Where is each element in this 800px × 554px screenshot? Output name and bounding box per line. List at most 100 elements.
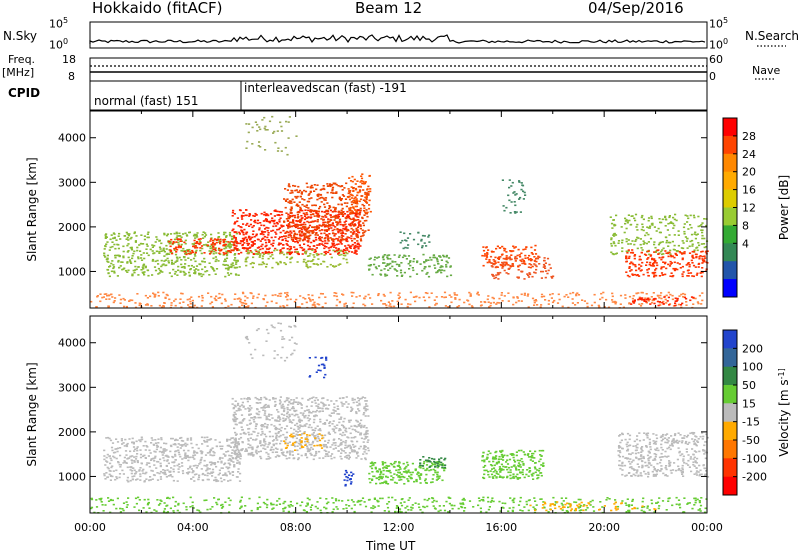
data-cell (356, 452, 359, 455)
data-cell (233, 244, 236, 247)
data-cell (697, 215, 700, 218)
data-cell (384, 273, 387, 276)
data-cell (316, 399, 319, 401)
data-cell (660, 267, 663, 270)
data-cell (254, 253, 258, 255)
data-cell (130, 248, 134, 251)
data-cell (171, 252, 174, 255)
data-cell (221, 457, 224, 459)
data-cell (113, 270, 116, 273)
data-cell (239, 455, 242, 457)
data-cell (146, 233, 149, 235)
data-cell (323, 444, 326, 446)
data-cell (208, 451, 211, 454)
data-cell (273, 439, 276, 441)
data-cell (647, 217, 651, 219)
data-cell (234, 416, 237, 419)
data-cell (301, 239, 304, 242)
data-cell (327, 404, 331, 406)
data-cell (313, 215, 316, 217)
data-cell (301, 209, 304, 212)
data-cell (343, 305, 346, 307)
data-cell (246, 252, 249, 255)
data-cell (234, 241, 237, 244)
data-cell (355, 188, 358, 191)
data-cell (107, 294, 110, 297)
data-cell (380, 299, 383, 302)
data-cell (350, 475, 353, 477)
data-cell (212, 257, 215, 260)
data-cell (291, 413, 294, 416)
data-cell (188, 274, 191, 277)
data-cell (383, 466, 386, 468)
data-cell (247, 242, 250, 245)
data-cell (297, 401, 300, 404)
data-cell (104, 234, 107, 236)
data-cell (280, 125, 283, 128)
data-cell (386, 264, 389, 267)
data-cell (146, 303, 149, 305)
data-cell (694, 266, 697, 268)
data-cell (360, 437, 363, 440)
data-cell (375, 482, 378, 485)
data-cell (300, 247, 304, 249)
data-cell (635, 238, 638, 241)
data-cell (292, 407, 295, 410)
data-cell (368, 199, 371, 202)
data-cell (167, 260, 170, 262)
data-cell (705, 224, 708, 227)
data-cell (284, 418, 287, 420)
data-cell (347, 192, 350, 195)
data-cell (683, 230, 686, 233)
data-cell (329, 415, 332, 417)
data-cell (227, 241, 230, 243)
data-cell (497, 256, 501, 258)
data-cell (445, 264, 448, 266)
data-cell (543, 257, 546, 259)
data-cell (631, 262, 634, 265)
data-cell (202, 231, 205, 233)
data-cell (653, 275, 656, 278)
data-cell (224, 455, 227, 457)
data-cell (645, 254, 648, 256)
data-cell (234, 257, 237, 259)
data-cell (362, 222, 365, 224)
data-cell (332, 428, 336, 431)
data-cell (184, 457, 187, 459)
data-cell (275, 437, 278, 439)
data-cell (648, 253, 651, 256)
data-cell (286, 304, 289, 307)
data-cell (171, 475, 174, 478)
data-cell (331, 444, 334, 446)
data-cell (162, 249, 165, 251)
data-cell (235, 445, 239, 447)
data-cell (691, 250, 694, 253)
data-cell (542, 266, 545, 268)
data-cell (210, 471, 213, 474)
data-cell (200, 458, 203, 461)
data-cell (341, 250, 345, 253)
data-cell (252, 252, 255, 255)
data-cell (319, 239, 322, 242)
data-cell (162, 291, 165, 294)
data-cell (341, 194, 344, 196)
data-cell (285, 431, 289, 434)
data-cell (257, 416, 260, 419)
data-cell (303, 213, 307, 216)
data-cell (660, 297, 663, 300)
data-cell (322, 397, 325, 399)
data-cell (350, 201, 353, 203)
data-cell (254, 427, 257, 430)
data-cell (139, 467, 142, 469)
data-cell (189, 250, 192, 253)
data-cell (113, 236, 116, 239)
data-cell (271, 294, 274, 297)
data-cell (171, 261, 174, 264)
data-cell (304, 438, 307, 441)
data-cell (248, 214, 252, 216)
data-cell (311, 213, 314, 216)
data-cell (503, 258, 507, 260)
data-cell (348, 478, 352, 481)
data-cell (494, 256, 497, 259)
data-cell (422, 253, 425, 256)
